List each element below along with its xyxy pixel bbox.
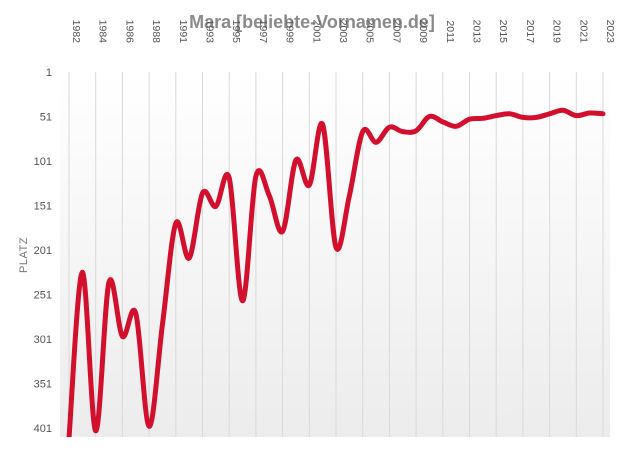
x-tick-label: 2003 — [337, 20, 349, 44]
y-tick-label: 251 — [34, 290, 52, 302]
x-tick-label: 1988 — [150, 20, 162, 44]
plot-background — [60, 72, 610, 437]
x-tick-label: 1993 — [204, 20, 216, 44]
x-tick-label: 2023 — [604, 20, 616, 44]
y-tick-label: 1 — [46, 67, 52, 79]
x-tick-label: 1984 — [97, 20, 109, 44]
x-tick-label: 2019 — [551, 20, 563, 44]
y-axis-title: PLATZ — [18, 237, 30, 273]
x-tick-label: 2015 — [497, 20, 509, 44]
x-tick-label: 2001 — [310, 20, 322, 44]
x-tick-label: 2007 — [390, 20, 402, 44]
x-tick-label: 2021 — [577, 20, 589, 44]
y-tick-label: 351 — [34, 379, 52, 391]
series-layer — [66, 107, 606, 437]
y-tick-label: 151 — [34, 201, 52, 213]
y-tick-label: 51 — [40, 112, 52, 124]
x-tick-label: 1999 — [284, 20, 296, 44]
x-tick-labels: 1982 1984 1986 1988 1991 1993 1995 1997 1999 2001… — [70, 20, 616, 44]
x-tick-label: 2011 — [444, 20, 456, 43]
chart-title: Mara [beliebte-Vornamen.de] — [189, 12, 435, 32]
series-line — [66, 107, 606, 437]
y-tick-label: 301 — [34, 334, 52, 346]
x-tick-label: 1986 — [123, 20, 135, 44]
x-tick-label: 2009 — [417, 20, 429, 44]
y-tick-label: 201 — [34, 245, 52, 257]
y-tick-label: 101 — [34, 156, 52, 168]
x-tick-label: 1995 — [230, 20, 242, 44]
x-tick-label: 1982 — [70, 20, 82, 44]
x-tick-label: 2005 — [364, 20, 376, 44]
x-tick-label: 2013 — [471, 20, 483, 44]
y-tick-label: 401 — [34, 423, 52, 435]
grid-layer — [68, 72, 604, 437]
x-tick-label: 1997 — [257, 20, 269, 44]
x-tick-label: 1991 — [177, 20, 189, 44]
x-tick-label: 2017 — [524, 20, 536, 44]
